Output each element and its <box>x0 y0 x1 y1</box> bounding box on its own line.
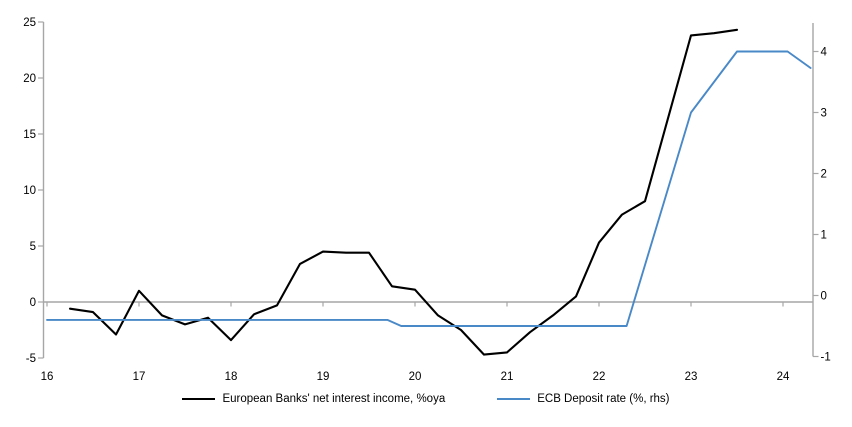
x-axis-tick-label: 22 <box>593 371 606 383</box>
x-axis-tick-label: 24 <box>777 371 790 383</box>
left-axis-tick-label: 25 <box>23 17 36 29</box>
x-axis-tick-label: 19 <box>317 371 330 383</box>
right-axis-tick-label: 1 <box>821 230 827 242</box>
x-axis-tick-label: 18 <box>225 371 238 383</box>
x-axis-tick-label: 16 <box>41 371 54 383</box>
legend-item-net-interest-income: European Banks' net interest income, %oy… <box>182 393 445 405</box>
ecb-deposit-rate-line-swatch <box>497 398 531 400</box>
net-interest-income-line-swatch <box>182 398 216 400</box>
right-axis-tick-label: 2 <box>821 169 827 181</box>
left-axis-tick-label: 20 <box>23 73 36 85</box>
ecb-deposit-rate-legend-label: ECB Deposit rate (%, rhs) <box>537 393 670 405</box>
right-axis-tick-label: 3 <box>821 108 827 120</box>
net-interest-income-legend-label: European Banks' net interest income, %oy… <box>222 393 446 405</box>
x-axis-tick-label: 20 <box>409 371 422 383</box>
right-axis-tick-label: -1 <box>821 352 831 364</box>
legend-item-ecb-deposit-rate: ECB Deposit rate (%, rhs) <box>497 393 670 405</box>
x-axis-tick-label: 17 <box>133 371 146 383</box>
net-interest-income-series-line <box>68 28 739 356</box>
x-axis-tick-label: 23 <box>685 371 698 383</box>
right-axis-tick-label: 4 <box>821 47 828 59</box>
left-axis-tick-label: 15 <box>23 129 36 141</box>
ecb-deposit-rate-series-line <box>46 50 812 327</box>
chart-legend: European Banks' net interest income, %oy… <box>0 393 852 405</box>
x-axis-tick-label: 21 <box>501 371 514 383</box>
left-axis-tick-label: 0 <box>30 297 36 309</box>
left-axis-tick-label: 5 <box>30 241 36 253</box>
right-axis-tick-label: 0 <box>821 291 827 303</box>
left-axis-tick-label: -5 <box>26 353 36 365</box>
left-axis-tick-label: 10 <box>23 185 36 197</box>
